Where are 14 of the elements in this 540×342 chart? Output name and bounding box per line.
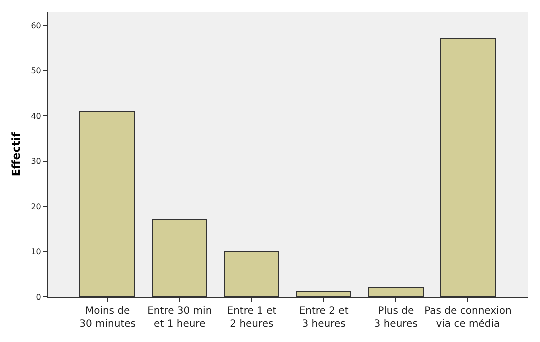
y-tick-label: 20: [31, 202, 42, 212]
x-tick-label: Plus de 3 heures: [374, 306, 418, 330]
y-tick-label: 40: [31, 112, 42, 121]
y-tick-label: 10: [31, 248, 42, 257]
y-tick-label: 50: [31, 66, 42, 76]
x-tick-label: Moins de 30 minutes: [80, 306, 136, 330]
x-tick-label: Entre 1 et 2 heures: [227, 306, 277, 330]
x-tick-label: Entre 30 min et 1 heure: [148, 306, 212, 330]
x-tick-label: Entre 2 et 3 heures: [299, 306, 349, 330]
y-tick-label: 60: [31, 21, 42, 30]
y-tick-label: 0: [36, 292, 42, 302]
x-tick-label: Pas de connexion via ce média: [424, 306, 512, 330]
y-axis-title: Effectif: [10, 132, 23, 177]
y-tick-label: 30: [31, 157, 42, 166]
